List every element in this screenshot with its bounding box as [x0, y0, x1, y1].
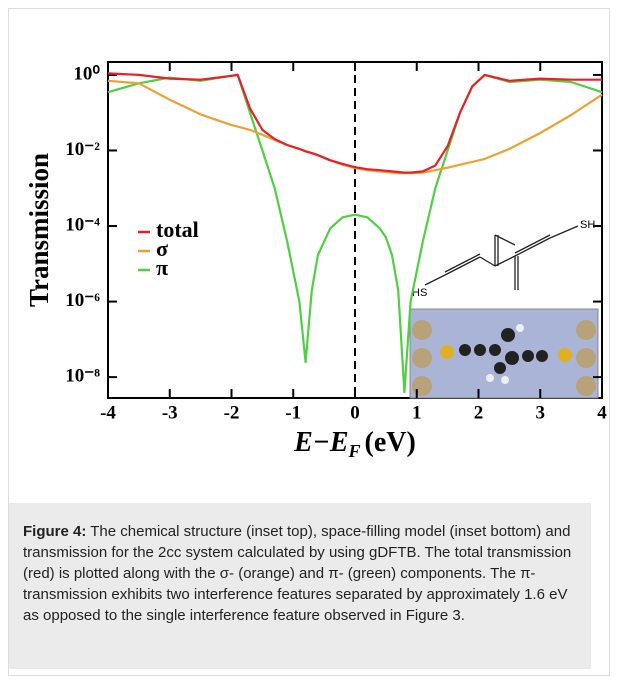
x-axis-label: E−EF(eV): [293, 427, 416, 461]
y-tick-label: 10⁰: [73, 63, 100, 84]
x-label-sub: F: [348, 441, 361, 461]
x-tick-label: -1: [285, 402, 301, 423]
caption: Figure 4: The chemical structure (inset …: [9, 503, 591, 669]
x-tick-label: 0: [350, 402, 360, 423]
x-tick-label: -4: [100, 402, 116, 423]
caption-label: Figure 4:: [23, 523, 86, 540]
x-tick-label: 1: [412, 402, 422, 423]
x-tick-label: 2: [474, 402, 484, 423]
y-axis-label: Transmission: [24, 153, 54, 307]
x-tick-label: 3: [536, 402, 546, 423]
x-tick-label: -3: [162, 402, 178, 423]
x-label-main: E−E: [293, 427, 348, 458]
y-tick-label: 10⁻⁶: [65, 290, 100, 311]
inset-label: SH: [580, 219, 595, 231]
y-tick-label: 10⁻²: [65, 139, 100, 160]
x-label-unit: (eV): [365, 427, 416, 458]
x-tick-label: -2: [224, 402, 240, 423]
caption-text: The chemical structure (inset top), spac…: [23, 523, 571, 624]
y-tick-label: 10⁻⁸: [65, 365, 100, 386]
x-tick-label: 4: [597, 402, 607, 423]
chart: Transmission E−EF(eV) HS SH 10⁻⁸10⁻⁶10⁻⁴…: [0, 0, 620, 500]
y-tick-label: 10⁻⁴: [65, 214, 100, 235]
legend-label: π: [156, 255, 168, 280]
page: Transmission E−EF(eV) HS SH 10⁻⁸10⁻⁶10⁻⁴…: [0, 0, 620, 681]
inset-model: [410, 309, 598, 398]
inset-structure: [425, 226, 578, 290]
